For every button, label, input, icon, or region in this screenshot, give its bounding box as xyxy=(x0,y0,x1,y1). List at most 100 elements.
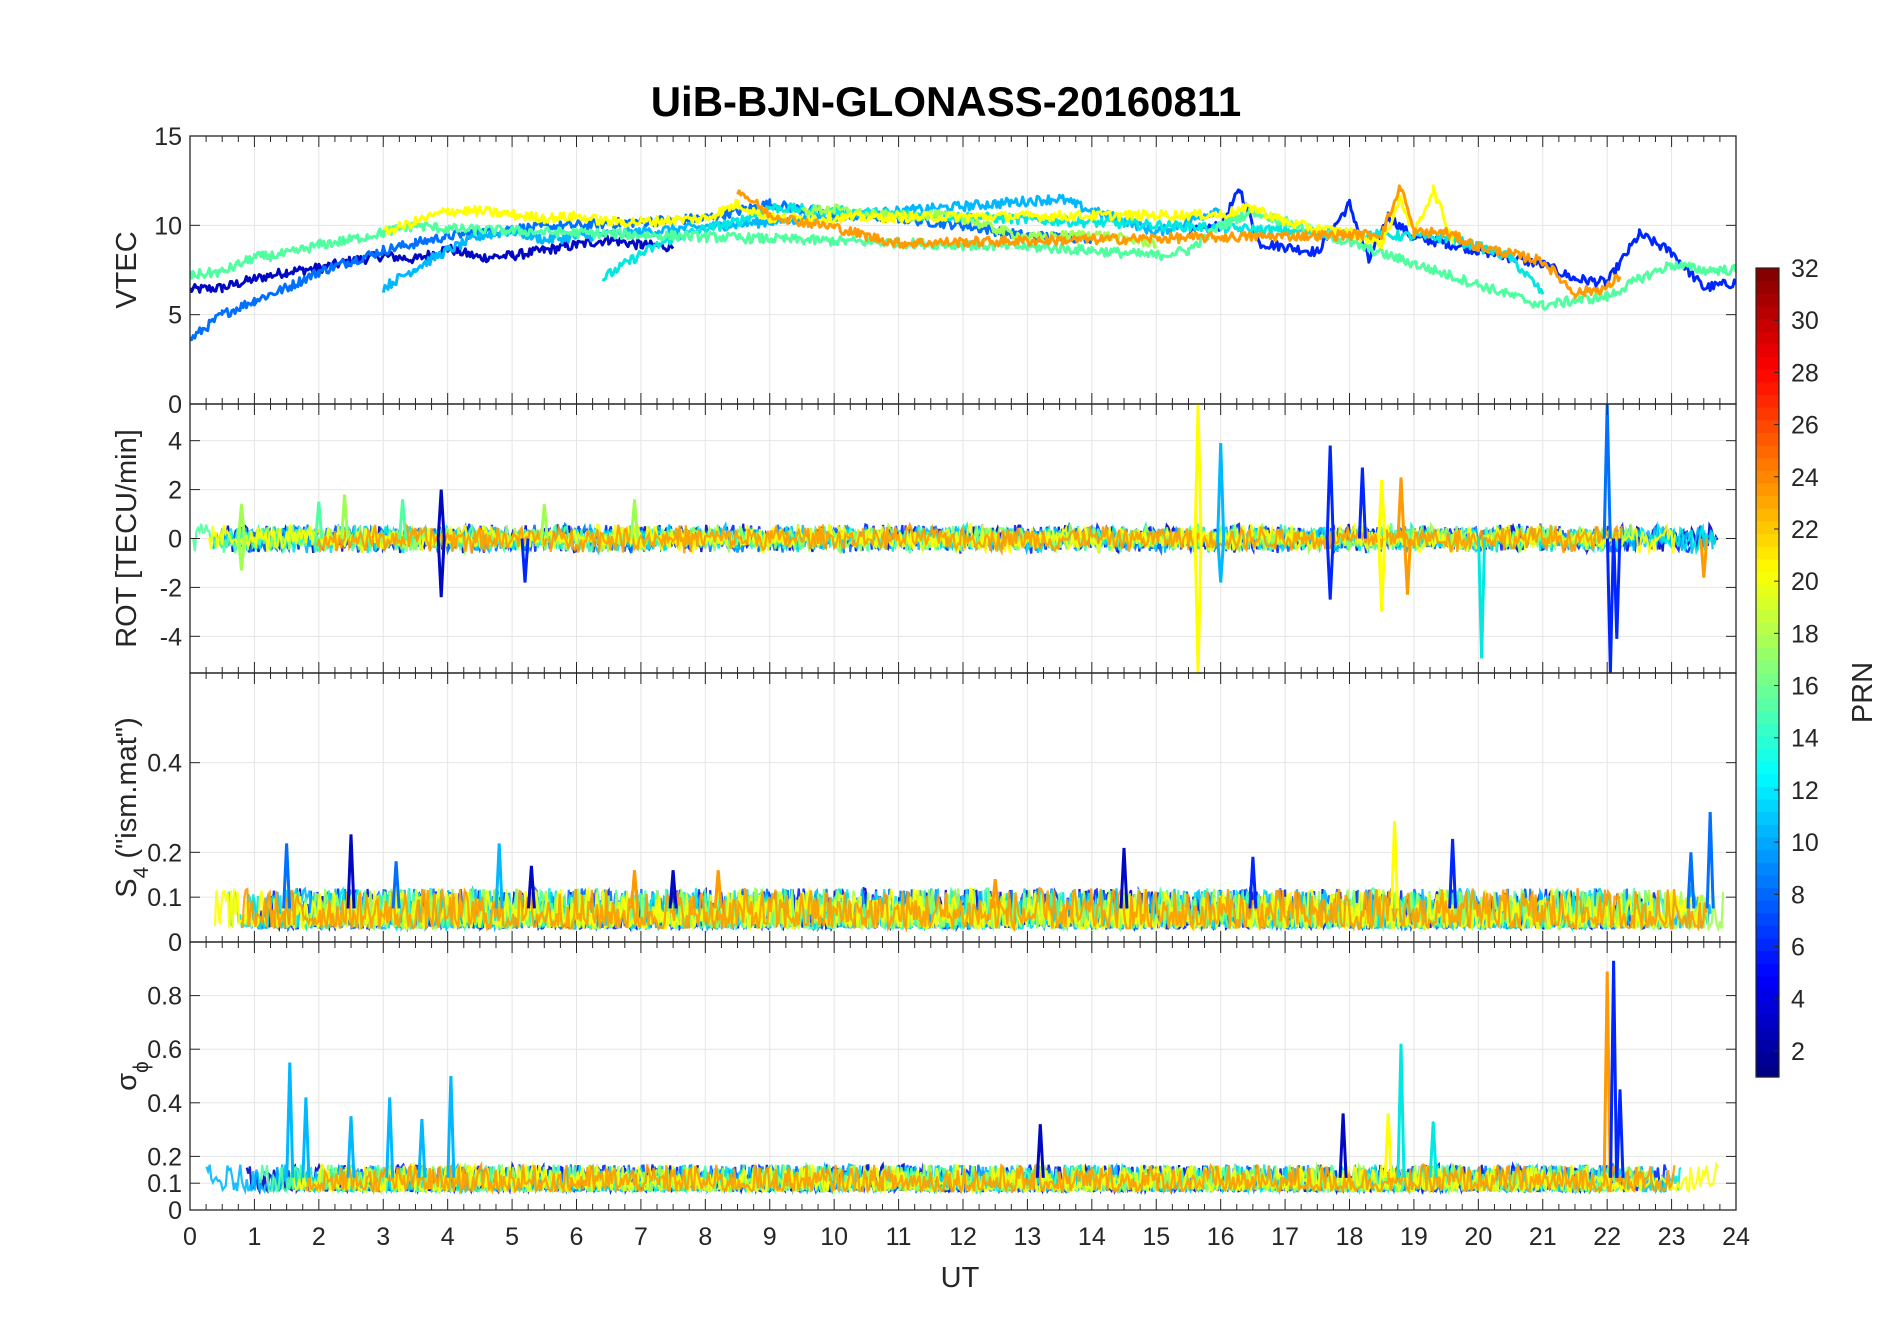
colorbar-segment xyxy=(1756,672,1779,686)
trace-sigma_phi-8 xyxy=(304,1160,1676,1196)
spike-sigma_phi-7 xyxy=(1338,1113,1348,1178)
x-tick-label: 11 xyxy=(886,1223,912,1251)
colorbar-segment xyxy=(1756,912,1779,926)
colorbar-segment xyxy=(1756,697,1779,712)
spike-s4-1 xyxy=(346,834,356,909)
colorbar-segment xyxy=(1756,963,1779,977)
colorbar-segment xyxy=(1756,293,1779,307)
colorbar-tick-label: 14 xyxy=(1791,725,1819,753)
colorbar-tick-label: 4 xyxy=(1791,986,1805,1014)
vtec-series-prn-4 xyxy=(1187,188,1736,293)
colorbar-segment xyxy=(1756,495,1779,509)
colorbar-segment xyxy=(1756,748,1779,762)
colorbar-segment xyxy=(1756,596,1779,610)
colorbar-segment xyxy=(1756,735,1779,749)
y-tick-label: 0.4 xyxy=(147,1090,182,1118)
y-tick-label: 0.2 xyxy=(147,1143,182,1171)
y-axis-label-s4: S4 ("ism.mat") xyxy=(111,717,153,898)
colorbar-segment xyxy=(1756,760,1779,775)
colorbar-segment xyxy=(1756,925,1779,939)
y-tick-label: 0 xyxy=(168,526,182,554)
colorbar-label: PRN xyxy=(1847,662,1879,723)
spike-s4-5 xyxy=(630,870,639,909)
x-tick-label: 20 xyxy=(1464,1223,1492,1251)
colorbar-segment xyxy=(1756,1051,1779,1065)
spike-rot-7 xyxy=(520,538,530,583)
y-tick-label: 10 xyxy=(154,212,182,240)
colorbar-segment xyxy=(1756,824,1779,838)
colorbar-segment xyxy=(1756,659,1779,674)
spike-sigma_phi-10 xyxy=(1428,1121,1438,1178)
x-tick-label: 22 xyxy=(1593,1223,1621,1251)
spike-rot-0 xyxy=(237,504,246,539)
y-tick-label: -4 xyxy=(160,623,182,651)
spike-s4-6 xyxy=(668,870,678,909)
colorbar-segment xyxy=(1756,773,1779,787)
spike-rot-3 xyxy=(340,494,350,539)
colorbar-tick-label: 26 xyxy=(1791,412,1819,440)
colorbar-tick-label: 6 xyxy=(1791,934,1805,962)
spike-rot-5 xyxy=(436,489,446,539)
trace-s4-8 xyxy=(241,886,1708,933)
x-tick-label: 0 xyxy=(183,1223,197,1251)
colorbar-segment xyxy=(1756,584,1779,598)
spike-rot-16 xyxy=(1357,467,1367,539)
spike-sigma_phi-4 xyxy=(417,1118,427,1178)
colorbar-segment xyxy=(1756,381,1779,396)
y-tick-label: 0.8 xyxy=(147,983,182,1011)
colorbar-segment xyxy=(1756,394,1779,408)
colorbar-tick-label: 20 xyxy=(1791,568,1819,596)
colorbar-segment xyxy=(1756,268,1779,282)
x-tick-label: 1 xyxy=(247,1223,261,1251)
x-tick-label: 21 xyxy=(1529,1223,1557,1251)
x-tick-label: 5 xyxy=(505,1223,519,1251)
colorbar-segment xyxy=(1756,520,1779,535)
spike-s4-12 xyxy=(1448,838,1458,909)
colorbar-segment xyxy=(1756,343,1779,358)
plot-area-s4 xyxy=(213,811,1725,933)
colorbar-segment xyxy=(1756,634,1779,648)
colorbar-segment xyxy=(1756,975,1779,990)
colorbar-tick-label: 32 xyxy=(1791,255,1819,283)
colorbar-segment xyxy=(1756,369,1779,383)
spike-rot-9 xyxy=(630,499,639,539)
x-tick-label: 15 xyxy=(1142,1223,1170,1251)
spike-rot-22 xyxy=(1602,404,1612,539)
x-tick-label: 2 xyxy=(312,1223,326,1251)
vtec-series-prn-13 xyxy=(601,202,1545,295)
colorbar-segment xyxy=(1756,558,1779,572)
spike-s4-14 xyxy=(1686,852,1696,909)
y-tick-label: 0 xyxy=(168,391,182,419)
colorbar-segment xyxy=(1756,407,1779,421)
colorbar-segment xyxy=(1756,723,1779,737)
spike-s4-7 xyxy=(713,870,723,909)
colorbar-segment xyxy=(1756,444,1779,459)
spike-sigma_phi-5 xyxy=(446,1075,456,1178)
spike-sigma_phi-3 xyxy=(385,1097,395,1178)
spike-s4-4 xyxy=(526,865,536,909)
x-tick-label: 13 xyxy=(1014,1223,1042,1251)
colorbar-tick-label: 10 xyxy=(1791,829,1819,857)
plot-area-sigma_phi xyxy=(205,960,1719,1196)
x-tick-label: 12 xyxy=(949,1223,977,1251)
y-tick-label: 0 xyxy=(168,1197,182,1225)
colorbar-segment xyxy=(1756,482,1779,497)
spike-rot-12 xyxy=(1216,443,1226,539)
colorbar-segment xyxy=(1756,811,1779,825)
spike-sigma_phi-11 xyxy=(1602,971,1612,1178)
y-axis-label-rot: ROT [TECU/min] xyxy=(111,429,143,648)
spike-sigma_phi-6 xyxy=(1035,1124,1045,1178)
y-tick-label: 15 xyxy=(154,123,182,151)
colorbar-tick-label: 24 xyxy=(1791,464,1819,492)
colorbar-segment xyxy=(1756,1039,1779,1053)
x-tick-label: 6 xyxy=(570,1223,584,1251)
spike-s4-3 xyxy=(494,843,504,909)
colorbar-segment xyxy=(1756,950,1779,964)
spike-sigma_phi-2 xyxy=(346,1116,356,1178)
spike-s4-8 xyxy=(990,879,1000,909)
spike-sigma_phi-8 xyxy=(1396,1043,1406,1178)
colorbar-segment xyxy=(1756,710,1779,724)
spike-rot-14 xyxy=(1325,445,1335,539)
colorbar-tick-label: 8 xyxy=(1791,881,1805,909)
